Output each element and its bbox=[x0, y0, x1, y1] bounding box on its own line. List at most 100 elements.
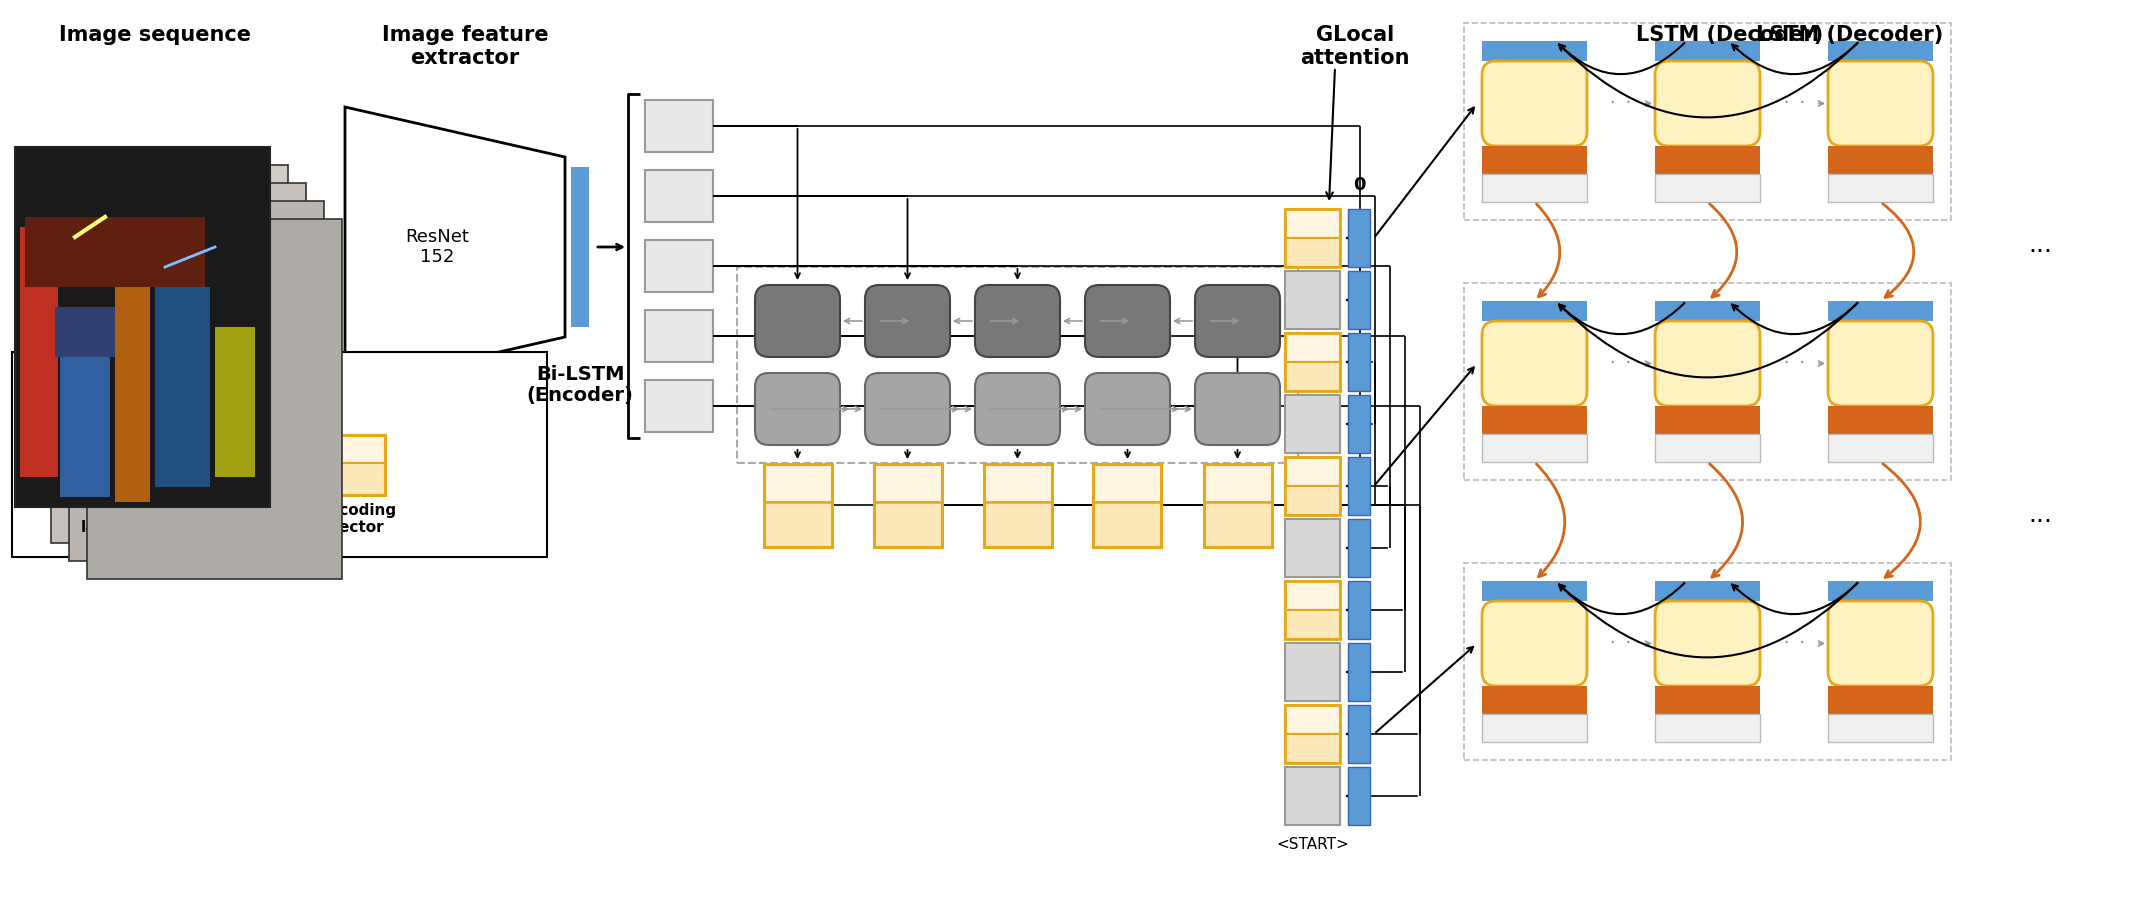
Bar bbox=[1654, 714, 1759, 742]
Bar bbox=[32, 165, 288, 525]
Bar bbox=[1285, 238, 1340, 267]
Bar bbox=[1093, 464, 1162, 547]
FancyBboxPatch shape bbox=[1828, 61, 1933, 146]
Bar bbox=[874, 502, 941, 547]
Bar bbox=[1349, 333, 1370, 391]
Text: ·  ·: · · bbox=[1783, 355, 1804, 373]
Text: FC
layer: FC layer bbox=[82, 502, 122, 535]
Bar bbox=[1482, 686, 1587, 714]
Bar bbox=[1482, 301, 1587, 321]
Bar bbox=[1285, 457, 1340, 515]
Bar bbox=[60, 317, 110, 497]
Bar bbox=[984, 502, 1053, 547]
Bar bbox=[56, 307, 116, 357]
Bar bbox=[1349, 581, 1370, 639]
Bar bbox=[874, 464, 941, 547]
FancyBboxPatch shape bbox=[1482, 321, 1587, 406]
FancyBboxPatch shape bbox=[1828, 601, 1933, 686]
Bar bbox=[1482, 714, 1587, 742]
Bar bbox=[1654, 406, 1759, 434]
Bar bbox=[1285, 333, 1340, 391]
Text: ·  ·: · · bbox=[1611, 94, 1632, 112]
Bar bbox=[1654, 434, 1759, 462]
Bar bbox=[1349, 705, 1370, 763]
Bar bbox=[1285, 362, 1340, 391]
Bar bbox=[1349, 395, 1370, 453]
Bar bbox=[1285, 610, 1340, 639]
FancyBboxPatch shape bbox=[1828, 321, 1933, 406]
Text: GLocal
attention: GLocal attention bbox=[1300, 25, 1409, 68]
Bar bbox=[1285, 581, 1340, 639]
Bar bbox=[763, 502, 831, 547]
Text: LSTM (Decoder): LSTM (Decoder) bbox=[1637, 25, 1824, 45]
Bar bbox=[1285, 767, 1340, 825]
Bar bbox=[1828, 581, 1933, 601]
Bar bbox=[116, 222, 150, 502]
FancyBboxPatch shape bbox=[1482, 601, 1587, 686]
Bar bbox=[1654, 301, 1759, 321]
Text: ·  ·: · · bbox=[1783, 94, 1804, 112]
Bar bbox=[1465, 283, 1950, 480]
Bar bbox=[1654, 581, 1759, 601]
Text: Image feature
extractor: Image feature extractor bbox=[382, 25, 548, 68]
Bar bbox=[1285, 734, 1340, 763]
Bar bbox=[1482, 41, 1587, 61]
Bar bbox=[763, 464, 831, 502]
Text: Encoding
vector: Encoding vector bbox=[318, 502, 397, 535]
Bar bbox=[1285, 271, 1340, 329]
Text: Image sequence: Image sequence bbox=[58, 25, 251, 45]
Bar bbox=[1203, 464, 1272, 547]
Bar bbox=[874, 464, 941, 502]
Bar bbox=[737, 267, 1297, 463]
Bar bbox=[1654, 146, 1759, 174]
Bar bbox=[155, 287, 211, 487]
Bar bbox=[1482, 146, 1587, 174]
Bar bbox=[13, 352, 548, 557]
FancyBboxPatch shape bbox=[1654, 601, 1759, 686]
Text: 0: 0 bbox=[1353, 176, 1366, 194]
FancyBboxPatch shape bbox=[1654, 321, 1759, 406]
FancyBboxPatch shape bbox=[866, 285, 949, 357]
Bar bbox=[1828, 41, 1933, 61]
Polygon shape bbox=[346, 107, 565, 387]
Bar bbox=[644, 170, 713, 222]
Bar bbox=[52, 183, 305, 543]
Bar bbox=[1465, 563, 1950, 760]
Text: ···: ··· bbox=[2028, 239, 2051, 264]
Bar bbox=[331, 434, 384, 494]
Bar bbox=[1654, 174, 1759, 202]
Bar bbox=[644, 100, 713, 152]
Bar bbox=[644, 380, 713, 432]
Text: Image
feature: Image feature bbox=[195, 502, 260, 535]
FancyBboxPatch shape bbox=[754, 285, 840, 357]
Bar bbox=[1482, 581, 1587, 601]
Bar bbox=[984, 464, 1053, 547]
Bar bbox=[1349, 457, 1370, 515]
Bar bbox=[1828, 714, 1933, 742]
Bar bbox=[1285, 519, 1340, 577]
Bar bbox=[95, 417, 110, 512]
Bar bbox=[1828, 174, 1933, 202]
Bar bbox=[19, 227, 58, 477]
Bar bbox=[1203, 502, 1272, 547]
Bar bbox=[1285, 581, 1340, 610]
Bar bbox=[331, 434, 384, 463]
Text: ···: ··· bbox=[2028, 510, 2051, 533]
FancyBboxPatch shape bbox=[1194, 285, 1280, 357]
Bar bbox=[1828, 434, 1933, 462]
Bar bbox=[1349, 209, 1370, 267]
FancyBboxPatch shape bbox=[975, 285, 1059, 357]
Text: <START>: <START> bbox=[1276, 837, 1349, 852]
FancyBboxPatch shape bbox=[1085, 373, 1171, 445]
FancyBboxPatch shape bbox=[754, 373, 840, 445]
Bar bbox=[1349, 643, 1370, 701]
Bar bbox=[1654, 686, 1759, 714]
Text: ResNet
152: ResNet 152 bbox=[406, 228, 468, 267]
Bar bbox=[26, 217, 204, 287]
Bar bbox=[1285, 486, 1340, 515]
Bar bbox=[1828, 146, 1933, 174]
Bar bbox=[1093, 502, 1162, 547]
Bar bbox=[1482, 406, 1587, 434]
Bar bbox=[1093, 464, 1162, 502]
Text: ·  ·: · · bbox=[1783, 635, 1804, 652]
